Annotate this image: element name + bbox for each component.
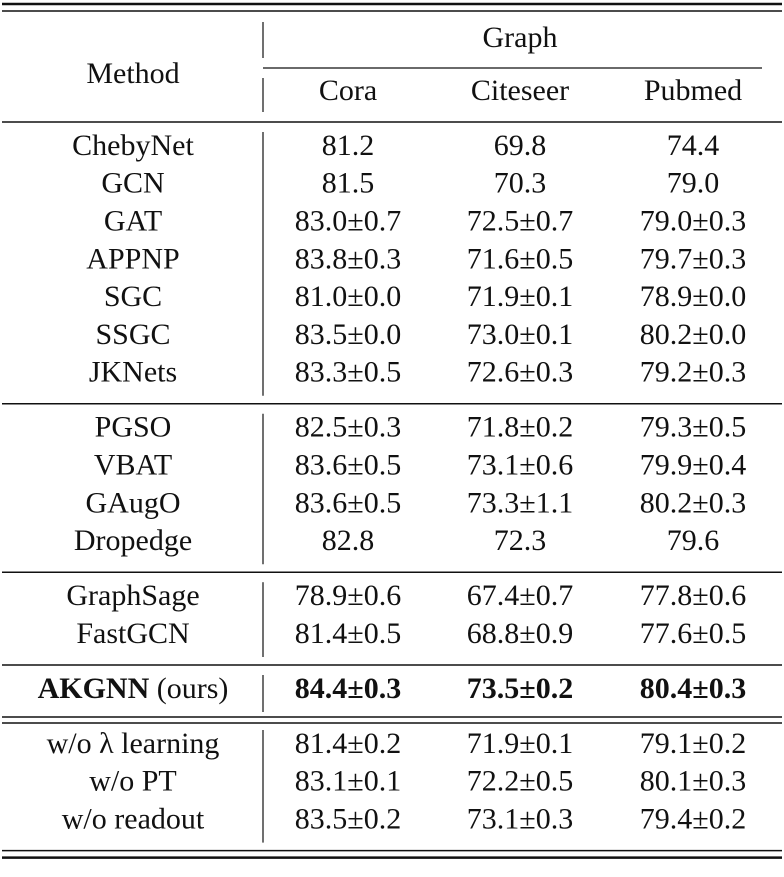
value-cell: 77.8±0.6: [640, 579, 746, 612]
value-cell: 73.1±0.3: [467, 802, 573, 835]
value-cell: 83.6±0.5: [295, 448, 401, 481]
method-cell: SGC: [104, 280, 162, 313]
value-cell: 83.5±0.2: [295, 802, 401, 835]
value-cell: 77.6±0.5: [640, 617, 746, 650]
value-cell: 80.4±0.3: [640, 672, 746, 705]
value-cell: 79.0: [667, 167, 720, 200]
value-cell: 79.0±0.3: [640, 204, 746, 237]
value-cell: 79.3±0.5: [640, 411, 746, 444]
value-cell: 83.6±0.5: [295, 486, 401, 519]
value-cell: 79.6: [667, 524, 720, 557]
method-cell: w/o λ learning: [47, 727, 220, 760]
value-cell: 80.1±0.3: [640, 765, 746, 798]
method-cell: ChebyNet: [72, 129, 194, 162]
value-cell: 83.1±0.1: [295, 765, 401, 798]
method-cell: SSGC: [95, 318, 170, 351]
method-cell: Dropedge: [74, 524, 192, 557]
value-cell: 78.9±0.6: [295, 579, 401, 612]
method-note: (ours): [157, 672, 229, 705]
method-header: Method: [86, 57, 179, 90]
value-cell: 83.5±0.0: [295, 318, 401, 351]
value-cell: 73.3±1.1: [467, 486, 573, 519]
value-cell: 83.3±0.5: [295, 356, 401, 389]
method-cell: JKNets: [89, 356, 177, 389]
value-cell: 79.1±0.2: [640, 727, 746, 760]
method-cell: FastGCN: [76, 617, 189, 650]
value-cell: 67.4±0.7: [467, 579, 573, 612]
value-cell: 72.2±0.5: [467, 765, 573, 798]
value-cell: 81.0±0.0: [295, 280, 401, 313]
value-cell: 80.2±0.3: [640, 486, 746, 519]
column-header: Cora: [319, 74, 377, 107]
method-cell: GCN: [101, 167, 164, 200]
value-cell: 72.5±0.7: [467, 204, 573, 237]
value-cell: 79.2±0.3: [640, 356, 746, 389]
value-cell: 82.8: [322, 524, 375, 557]
value-cell: 73.1±0.6: [467, 448, 573, 481]
value-cell: 74.4: [667, 129, 720, 162]
method-cell: GAT: [104, 204, 162, 237]
value-cell: 81.4±0.5: [295, 617, 401, 650]
value-cell: 73.5±0.2: [467, 672, 573, 705]
method-cell: PGSO: [95, 411, 172, 444]
value-cell: 78.9±0.0: [640, 280, 746, 313]
value-cell: 81.5: [322, 167, 375, 200]
value-cell: 70.3: [494, 167, 547, 200]
value-cell: 71.8±0.2: [467, 411, 573, 444]
value-cell: 79.4±0.2: [640, 802, 746, 835]
value-cell: 81.2: [322, 129, 375, 162]
value-cell: 71.9±0.1: [467, 727, 573, 760]
value-cell: 68.8±0.9: [467, 617, 573, 650]
value-cell: 71.9±0.1: [467, 280, 573, 313]
column-header: Pubmed: [644, 74, 742, 107]
value-cell: 73.0±0.1: [467, 318, 573, 351]
value-cell: 83.0±0.7: [295, 204, 401, 237]
method-cell: GraphSage: [66, 579, 199, 612]
value-cell: 72.3: [494, 524, 547, 557]
value-cell: 82.5±0.3: [295, 411, 401, 444]
value-cell: 84.4±0.3: [295, 672, 401, 705]
value-cell: 69.8: [494, 129, 547, 162]
group-header: Graph: [483, 21, 558, 54]
method-name: AKGNN: [38, 672, 150, 705]
column-header: Citeseer: [471, 74, 569, 107]
value-cell: 81.4±0.2: [295, 727, 401, 760]
value-cell: 79.9±0.4: [640, 448, 746, 481]
method-cell: w/o readout: [62, 802, 205, 835]
method-cell: w/o PT: [89, 765, 177, 798]
method-cell: AKGNN (ours): [38, 672, 229, 705]
value-cell: 83.8±0.3: [295, 242, 401, 275]
value-cell: 79.7±0.3: [640, 242, 746, 275]
value-cell: 71.6±0.5: [467, 242, 573, 275]
method-cell: VBAT: [94, 448, 172, 481]
value-cell: 72.6±0.3: [467, 356, 573, 389]
value-cell: 80.2±0.0: [640, 318, 746, 351]
method-cell: APPNP: [86, 242, 179, 275]
method-cell: GAugO: [86, 486, 181, 519]
